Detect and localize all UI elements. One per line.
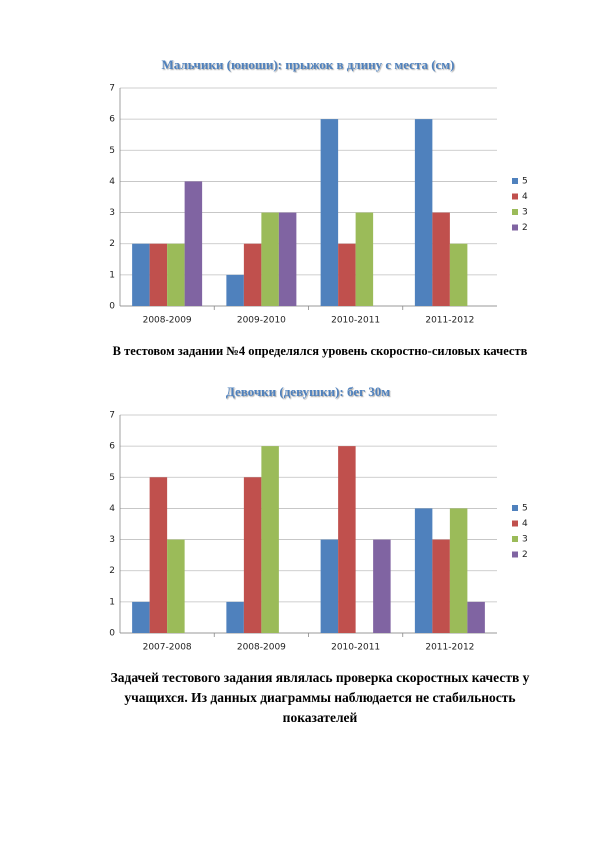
x-tick-label: 2009-2010 xyxy=(237,316,286,326)
y-tick-label: 4 xyxy=(109,177,115,187)
bar xyxy=(132,243,150,306)
bar xyxy=(261,212,279,306)
x-tick-label: 2007-2008 xyxy=(143,643,192,653)
bar xyxy=(149,477,168,633)
y-tick-label: 1 xyxy=(109,270,115,280)
y-tick-label: 6 xyxy=(109,115,115,125)
y-tick-label: 2 xyxy=(109,239,115,249)
bar xyxy=(226,274,244,306)
legend-swatch xyxy=(512,193,518,200)
y-tick-label: 5 xyxy=(109,146,115,156)
x-tick-label: 2008-2009 xyxy=(143,316,192,326)
legend-swatch xyxy=(512,209,518,215)
bar xyxy=(320,539,339,633)
bar xyxy=(243,477,262,633)
x-tick-label: 2011-2012 xyxy=(425,643,474,653)
legend-label: 4 xyxy=(522,192,528,202)
legend-swatch xyxy=(512,536,518,542)
bar xyxy=(338,446,356,633)
bar xyxy=(432,212,450,306)
x-tick-label: 2008-2009 xyxy=(237,643,286,653)
y-tick-label: 3 xyxy=(109,208,115,218)
bar xyxy=(243,243,262,306)
bar xyxy=(167,243,185,306)
y-tick-label: 2 xyxy=(109,566,115,576)
legend-label: 5 xyxy=(522,504,528,514)
bar xyxy=(338,243,356,306)
chart-title: Девочки (девушки): бег 30м xyxy=(226,384,390,399)
bar xyxy=(184,181,203,306)
legend-label: 2 xyxy=(522,550,528,560)
legend-label: 3 xyxy=(522,208,528,218)
bar xyxy=(449,243,468,306)
x-tick-label: 2010-2011 xyxy=(331,643,380,653)
y-tick-label: 5 xyxy=(109,473,115,483)
legend-label: 4 xyxy=(522,519,528,529)
bar xyxy=(226,601,244,633)
legend-label: 5 xyxy=(522,177,528,187)
legend-swatch xyxy=(512,520,518,527)
y-tick-label: 1 xyxy=(109,597,115,607)
y-tick-label: 7 xyxy=(109,411,115,421)
legend-label: 3 xyxy=(522,535,528,545)
y-tick-label: 4 xyxy=(109,504,115,514)
chart-title: Мальчики (юноши): прыжок в длину с места… xyxy=(162,57,455,72)
y-tick-label: 7 xyxy=(109,84,115,94)
bar xyxy=(449,508,468,633)
bar xyxy=(414,119,433,307)
legend-swatch xyxy=(512,551,518,558)
bar xyxy=(373,539,391,633)
bar xyxy=(261,446,279,633)
x-tick-label: 2010-2011 xyxy=(331,316,380,326)
bar xyxy=(355,212,374,306)
bar xyxy=(467,601,485,633)
y-tick-label: 6 xyxy=(109,442,115,452)
bar xyxy=(320,119,339,307)
bar xyxy=(278,212,297,306)
bar xyxy=(149,243,168,306)
bar xyxy=(132,601,150,633)
bar xyxy=(167,539,185,633)
paragraph: В тестовом задании №4 определялся уровен… xyxy=(113,344,528,358)
legend-swatch xyxy=(512,505,518,511)
y-tick-label: 0 xyxy=(109,629,115,639)
y-tick-label: 3 xyxy=(109,535,115,545)
paragraph: Задачей тестового задания являлась прове… xyxy=(110,670,530,725)
legend-label: 2 xyxy=(522,223,528,233)
y-tick-label: 0 xyxy=(109,302,115,312)
legend-swatch xyxy=(512,178,518,184)
bar xyxy=(432,539,450,633)
legend-swatch xyxy=(512,224,518,231)
bar xyxy=(414,508,433,633)
x-tick-label: 2011-2012 xyxy=(425,316,474,326)
